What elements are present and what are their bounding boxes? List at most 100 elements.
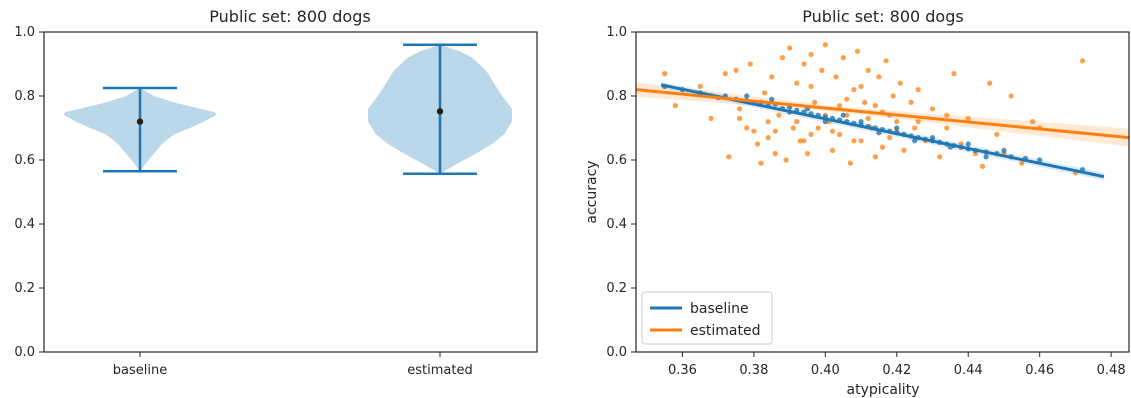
estimated-point [1008,93,1014,99]
right-y-tick-label: 0.0 [606,345,627,360]
estimated-point [865,67,871,73]
estimated-point [794,119,800,125]
estimated-point [915,119,921,125]
estimated-point [965,115,971,121]
estimated-point [708,115,714,121]
estimated-point [812,99,818,105]
estimated-point [672,103,678,109]
right-chart-title: Public set: 800 dogs [802,7,963,26]
right-y-axis-label: accuracy [584,160,600,223]
estimated-point [844,96,850,102]
estimated-point [772,151,778,157]
left-y-tick-label: 1.0 [14,25,35,40]
violin-median-baseline [136,118,144,125]
right-x-tick-label: 0.38 [739,363,768,378]
baseline-point [1037,157,1043,163]
right-x-tick-label: 0.42 [882,363,911,378]
estimated-point [794,80,800,86]
estimated-point [854,48,861,54]
estimated-point [661,71,668,77]
right-x-tick-label: 0.44 [954,363,983,378]
estimated-point [879,144,886,150]
estimated-point [937,154,943,160]
estimated-point [979,163,986,169]
estimated-point [762,90,768,96]
left-y-tick-label: 0.4 [14,217,35,232]
right-x-tick-label: 0.46 [1025,363,1054,378]
estimated-point [890,93,896,99]
right-y-tick-label: 1.0 [606,25,627,40]
estimated-point [797,138,803,144]
baseline-point [858,119,864,125]
right-y-tick-label: 0.4 [606,217,627,232]
legend-label-baseline: baseline [690,301,749,317]
estimated-point [847,160,853,166]
violin-median-estimated [436,108,444,115]
fit-line-estimated [635,88,1130,140]
estimated-point [833,74,839,80]
estimated-point [994,131,1000,137]
estimated-point [844,112,850,118]
estimated-point [858,83,864,89]
baseline-point [929,135,936,141]
estimated-point [765,119,771,125]
estimated-point [747,61,753,67]
estimated-point [1019,160,1025,166]
estimated-point [851,87,857,93]
right-y-tick-label: 0.2 [606,281,627,296]
estimated-point [737,106,743,112]
left-y-tick-label: 0.2 [14,281,35,296]
estimated-point [1029,119,1036,125]
estimated-point [901,147,907,153]
baseline-point [1001,147,1007,153]
estimated-point [787,45,793,51]
fit-lines [635,83,1130,179]
violin-group [64,43,512,176]
baseline-point [769,96,775,102]
estimated-point [819,67,825,73]
estimated-point [808,83,814,89]
estimated-point [887,135,893,141]
estimated-point [829,147,836,153]
left-panel: Public set: 800 dogs 0.00.20.40.60.81.0 … [14,7,538,378]
estimated-point [912,125,918,131]
estimated-point [837,103,843,109]
estimated-point [894,119,900,125]
estimated-point [840,55,846,61]
estimated-point [808,51,814,58]
estimated-point [808,131,814,137]
scatter-points [661,42,1086,176]
estimated-point [944,125,950,131]
estimated-point [851,138,857,144]
estimated-point [801,61,807,67]
right-x-axis-label: atypicality [847,382,920,398]
estimated-point [858,138,864,144]
baseline-point [965,141,971,147]
estimated-point [944,112,950,118]
estimated-point [804,151,811,157]
right-x-tick-label: 0.40 [811,363,840,378]
estimated-point [779,55,786,61]
baseline-point [983,154,989,160]
baseline-point [840,112,846,118]
estimated-point [790,125,796,131]
estimated-point [872,103,878,109]
estimated-point [758,160,764,166]
estimated-point [737,115,743,121]
left-y-tick-label: 0.6 [14,153,35,168]
left-y-tick-label: 0.0 [14,345,35,360]
estimated-point [915,87,921,93]
right-plot-frame [635,31,1130,353]
estimated-point [822,42,828,48]
estimated-point [722,71,728,77]
estimated-point [883,58,889,64]
legend-label-estimated: estimated [690,323,761,339]
estimated-point [951,71,957,77]
estimated-point [1079,58,1086,64]
estimated-point [769,74,775,80]
estimated-point [865,115,871,121]
estimated-point [697,83,703,89]
estimated-point [862,99,868,105]
right-x-tick-label: 0.36 [668,363,697,378]
baseline-point [912,138,918,144]
